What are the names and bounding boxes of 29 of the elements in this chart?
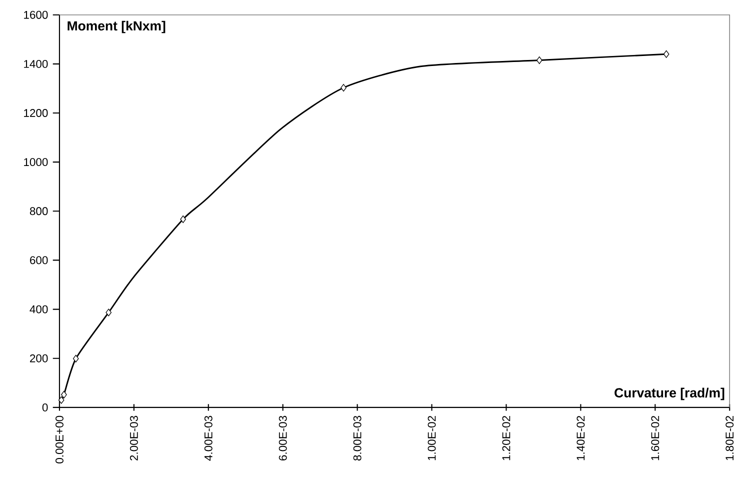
y-tick-label: 400 (30, 306, 48, 314)
x-tick-label: 6.00E-03 (278, 416, 287, 461)
x-tick-label: 1.60E-02 (651, 416, 660, 460)
x-tick-label: 8.00E-03 (353, 416, 362, 461)
y-tick-label: 200 (30, 354, 48, 363)
point (340, 84, 346, 92)
x-tick-label: 1.00E-02 (428, 416, 436, 460)
x-tick-label: 2.00E-03 (130, 416, 138, 461)
x-tick-label: 1.40E-02 (576, 416, 585, 460)
point (180, 216, 186, 224)
point (72, 355, 79, 363)
y-tick-label: 1600 (24, 11, 48, 20)
y-tick-label: 600 (30, 256, 48, 264)
x-tick-label: 1.20E-02 (502, 416, 510, 460)
y-axis-title: Moment [kNxm] (68, 21, 166, 34)
y-tick-label: 1000 (24, 158, 48, 166)
point (663, 50, 670, 58)
point (536, 56, 542, 64)
point (106, 308, 112, 316)
point (58, 396, 64, 404)
point (61, 391, 67, 399)
y-tick-label: 1400 (24, 60, 48, 68)
y-tick-label: 0 (42, 404, 48, 412)
y-tick-label: 800 (30, 207, 48, 216)
y-tick-label: 1200 (24, 109, 48, 118)
x-tick-label: 1.80E-02 (726, 416, 734, 460)
x-tick-label: 4.00E-03 (204, 416, 212, 461)
x-tick-label: 0.00E+00 (56, 416, 64, 464)
x-axis-title: Curvature [rad/m] (614, 388, 724, 400)
